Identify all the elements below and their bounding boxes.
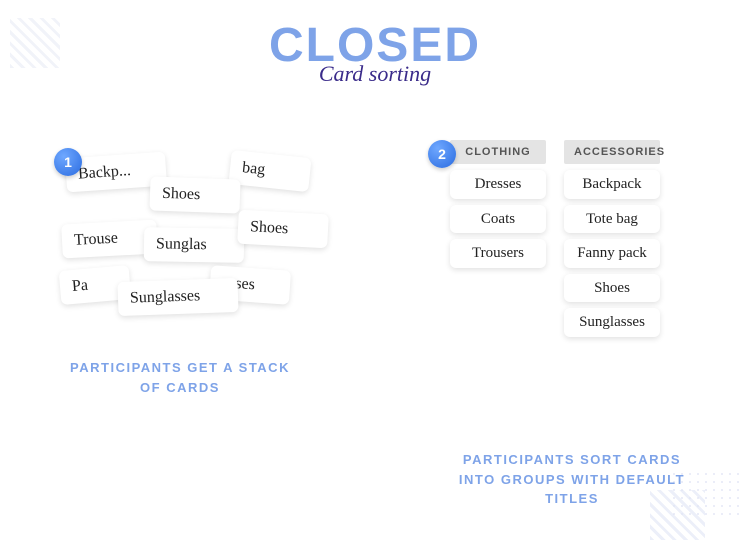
title-sub: Card sorting (0, 61, 750, 87)
step-2-number: 2 (438, 146, 446, 162)
column-header: CLOTHING (450, 140, 546, 164)
sorted-columns: CLOTHING Dresses Coats Trousers ACCESSORIES B… (450, 140, 660, 337)
sorted-card: Backpack (564, 170, 660, 199)
step-1-badge: 1 (54, 148, 82, 176)
sorted-card: Sunglasses (564, 308, 660, 337)
sorted-card: Fanny pack (564, 239, 660, 268)
sort-column: CLOTHING Dresses Coats Trousers (450, 140, 546, 337)
pile-card: Shoes (237, 210, 329, 249)
sort-column: ACCESSORIES Backpack Tote bag Fanny pack Sho… (564, 140, 660, 337)
step-1-number: 1 (64, 154, 72, 170)
step-1-caption: PARTICIPANTS GET A STACK OF CARDS (70, 358, 290, 397)
title-block: CLOSED Card sorting (0, 18, 750, 87)
pile-card: bag (228, 150, 311, 192)
sorted-card: Tote bag (564, 205, 660, 234)
pile-card: Sunglas (144, 227, 245, 263)
pile-card: Shoes (149, 176, 240, 213)
sorted-card: Coats (450, 205, 546, 234)
pile-card: Sunglasses (117, 278, 238, 316)
card-pile: Backp...bagShoesTrouseSunglasShoesPaesse… (60, 150, 320, 350)
step-2-badge: 2 (428, 140, 456, 168)
sorted-card: Trousers (450, 239, 546, 268)
sorted-card: Dresses (450, 170, 546, 199)
step-2-caption: PARTICIPANTS SORT CARDS INTO GROUPS WITH… (452, 450, 692, 509)
sorted-card: Shoes (564, 274, 660, 303)
column-header: ACCESSORIES (564, 140, 660, 164)
